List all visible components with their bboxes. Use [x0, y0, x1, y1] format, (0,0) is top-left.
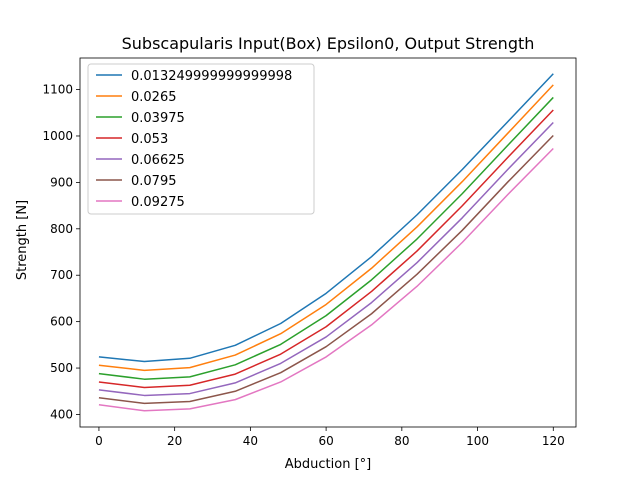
x-tick-label: 100	[466, 434, 489, 448]
x-tick-label: 0	[95, 434, 103, 448]
legend-box	[87, 63, 315, 215]
legend-label: 0.06625	[131, 153, 185, 168]
y-tick-label: 800	[50, 222, 73, 236]
x-tick-label: 40	[243, 434, 258, 448]
legend-label: 0.013249999999999998	[131, 69, 292, 84]
legend-label: 0.03975	[131, 111, 185, 126]
y-tick-label: 600	[50, 315, 73, 329]
series-line-3	[98, 96, 554, 380]
chart-title: Subscapularis Input(Box) Epsilon0, Outpu…	[122, 34, 535, 53]
y-tick-label: 1000	[42, 129, 73, 143]
plot-area	[98, 73, 554, 412]
series-line-4	[98, 109, 554, 389]
legend-label: 0.09275	[131, 195, 185, 210]
y-axis-label: Strength [N]	[15, 200, 30, 280]
legend-label: 0.0795	[131, 174, 177, 189]
legend: 0.013249999999999998 0.0265 0.03975 0.053 0.…	[87, 63, 315, 215]
y-tick-label: 500	[50, 361, 73, 375]
y-tick-label: 700	[50, 268, 73, 282]
y-tick-label: 900	[50, 175, 73, 189]
series-line-6	[98, 134, 554, 405]
axes: 0 20 40 60 80 100 120 400 500 600 700 800 900 1000 110…	[42, 57, 577, 448]
legend-label: 0.053	[131, 132, 168, 147]
legend-label: 0.0265	[131, 90, 177, 105]
series-line-1	[98, 73, 554, 363]
series-line-7	[98, 147, 554, 412]
x-tick-label: 120	[542, 434, 565, 448]
series-line-5	[98, 121, 554, 397]
series-line-2	[98, 84, 554, 372]
x-axis-label: Abduction [°]	[285, 457, 371, 472]
y-tick-label: 400	[50, 407, 73, 421]
x-tick-label: 80	[394, 434, 409, 448]
y-tick-label: 1100	[42, 83, 73, 97]
x-tick-label: 60	[318, 434, 333, 448]
axes-frame	[79, 57, 577, 428]
x-tick-label: 20	[167, 434, 182, 448]
